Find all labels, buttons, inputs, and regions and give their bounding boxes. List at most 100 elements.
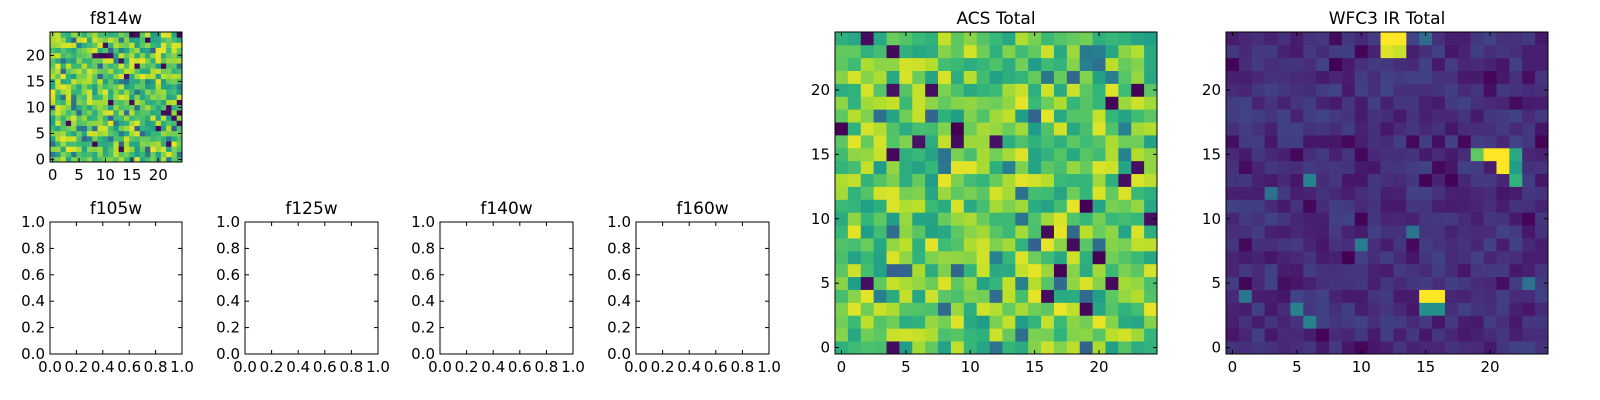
x-tick-label: 1.0 xyxy=(170,358,194,376)
heatmap-cell xyxy=(1066,109,1081,123)
heatmap-cell xyxy=(835,96,849,110)
heatmap-cell xyxy=(171,115,178,121)
heatmap-cell xyxy=(139,73,146,80)
heatmap-cell xyxy=(1496,328,1510,342)
heatmap-cell xyxy=(1535,289,1549,303)
heatmap-cell xyxy=(1483,212,1497,226)
heatmap-cell xyxy=(60,156,67,163)
heatmap-cell xyxy=(860,341,874,355)
heatmap-cell xyxy=(1457,173,1472,187)
heatmap-cell xyxy=(160,42,167,48)
heatmap-cell xyxy=(139,84,146,90)
heatmap-cell xyxy=(145,47,151,54)
heatmap-cell xyxy=(65,141,72,147)
heatmap-cell xyxy=(1419,109,1433,123)
heatmap-cell xyxy=(1002,250,1016,265)
heatmap-cell xyxy=(108,151,114,158)
heatmap-cell xyxy=(108,115,114,121)
y-tick-label: 0.6 xyxy=(216,266,240,284)
heatmap-cell xyxy=(123,73,130,80)
heatmap-cell xyxy=(118,73,125,80)
heatmap-cell xyxy=(1303,212,1317,226)
heatmap-cell xyxy=(86,52,93,59)
heatmap-cell xyxy=(1105,186,1119,200)
heatmap-cell xyxy=(1015,122,1029,136)
heatmap-cell xyxy=(835,57,849,71)
heatmap-cell xyxy=(1316,250,1330,265)
heatmap-cell xyxy=(1470,238,1484,252)
heatmap-cell xyxy=(1419,186,1433,200)
heatmap-cell xyxy=(81,151,88,158)
heatmap-cell xyxy=(150,47,156,54)
heatmap-cell xyxy=(1079,173,1093,187)
heatmap-cell xyxy=(938,225,952,239)
heatmap-cell xyxy=(92,63,98,69)
y-tick-label: 0 xyxy=(35,150,45,168)
heatmap-cell xyxy=(1419,160,1433,175)
heatmap-cell xyxy=(847,199,862,213)
heatmap-cell xyxy=(1053,276,1068,290)
heatmap-cell xyxy=(1470,341,1484,355)
heatmap-cell xyxy=(81,58,88,64)
heatmap-cell xyxy=(92,136,98,142)
heatmap-cell xyxy=(134,115,141,121)
heatmap-cell xyxy=(129,151,135,158)
heatmap-cell xyxy=(938,315,952,329)
heatmap-cell xyxy=(1131,302,1145,316)
heatmap-cell xyxy=(1354,328,1369,342)
heatmap-cell xyxy=(1483,122,1497,136)
heatmap-cell xyxy=(1354,199,1369,213)
heatmap-cell xyxy=(1144,96,1158,110)
heatmap-cell xyxy=(65,130,72,137)
heatmap-cell xyxy=(847,122,862,136)
heatmap-cell xyxy=(1131,328,1145,342)
heatmap-cell xyxy=(1028,302,1042,316)
heatmap-cell xyxy=(1251,173,1265,187)
heatmap-cell xyxy=(989,122,1003,136)
heatmap-cell xyxy=(55,84,61,90)
heatmap-cell xyxy=(1341,173,1356,187)
x-tick-label: 0.0 xyxy=(38,358,62,376)
heatmap-cell xyxy=(76,120,83,126)
heatmap-cell xyxy=(1354,276,1369,290)
heatmap-cell xyxy=(76,52,83,59)
heatmap-cell xyxy=(860,238,874,252)
heatmap-cell xyxy=(1028,147,1042,162)
heatmap-cell xyxy=(1303,328,1317,342)
heatmap-cell xyxy=(1092,160,1106,175)
heatmap-cell xyxy=(1457,276,1472,290)
heatmap-cell xyxy=(886,315,900,329)
heatmap-cell xyxy=(873,70,887,84)
heatmap-cell xyxy=(1393,147,1407,162)
heatmap-cell xyxy=(60,37,67,43)
heatmap-cell xyxy=(134,120,141,126)
heatmap-cell xyxy=(97,68,104,74)
heatmap-cell xyxy=(1303,57,1317,71)
heatmap-cell xyxy=(1470,186,1484,200)
heatmap-cell xyxy=(1380,70,1394,84)
heatmap-cell xyxy=(835,238,849,252)
heatmap-cell xyxy=(1277,173,1291,187)
heatmap-cell xyxy=(1251,57,1265,71)
heatmap-cell xyxy=(1457,109,1472,123)
heatmap-cell xyxy=(1105,341,1119,355)
heatmap-cell xyxy=(1105,83,1119,97)
heatmap-cell xyxy=(1264,186,1278,200)
heatmap-cell xyxy=(123,52,130,59)
heatmap-cell xyxy=(118,68,125,74)
heatmap-cell xyxy=(55,32,61,38)
y-tick-label: 0.8 xyxy=(607,239,631,257)
heatmap-cell xyxy=(160,94,167,100)
heatmap-cell xyxy=(134,151,141,158)
heatmap-cell xyxy=(860,250,874,265)
heatmap-cell xyxy=(835,328,849,342)
heatmap-cell xyxy=(176,146,183,152)
heatmap-cell xyxy=(1406,225,1420,239)
heatmap-cell xyxy=(1238,96,1253,110)
heatmap-cell xyxy=(1329,122,1343,136)
heatmap-cell xyxy=(873,250,887,265)
heatmap-cell xyxy=(55,115,61,121)
heatmap-cell xyxy=(108,141,114,147)
heatmap-cell xyxy=(92,115,98,121)
heatmap-cell xyxy=(1483,70,1497,84)
